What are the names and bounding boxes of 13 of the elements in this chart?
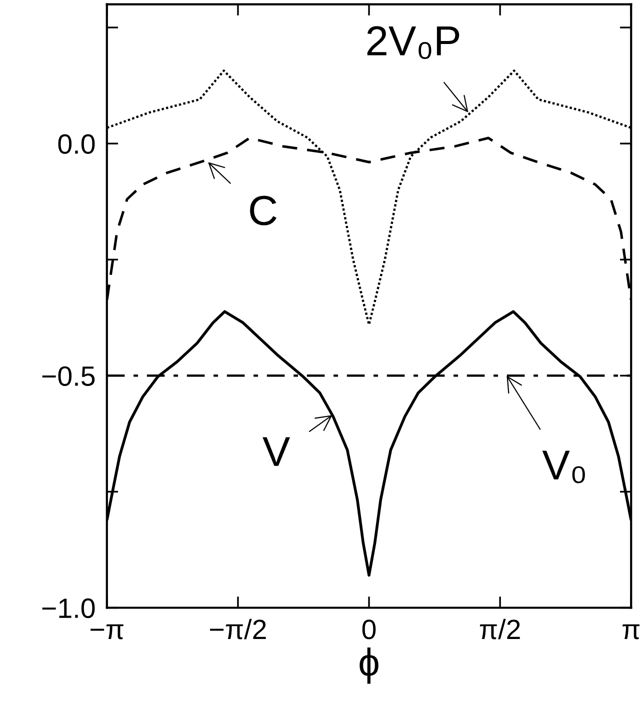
x-tick-label: π [622, 624, 640, 640]
x-tick-label: π/2 [480, 618, 520, 640]
annotation: C [250, 196, 276, 226]
y-tick-label: −1.0 [42, 598, 95, 618]
y-tick-label: −0.5 [42, 366, 95, 386]
x-tick-label: −π [90, 624, 124, 640]
y-tick-label: 0.0 [58, 134, 95, 154]
x-axis-title: ϕ [360, 648, 378, 684]
annotation: 2V₀P [367, 26, 460, 60]
x-tick-label: 0 [362, 620, 376, 640]
x-tick-label: −π/2 [210, 618, 266, 640]
annotation: V₀ [542, 450, 585, 484]
annotation: V [262, 437, 290, 466]
